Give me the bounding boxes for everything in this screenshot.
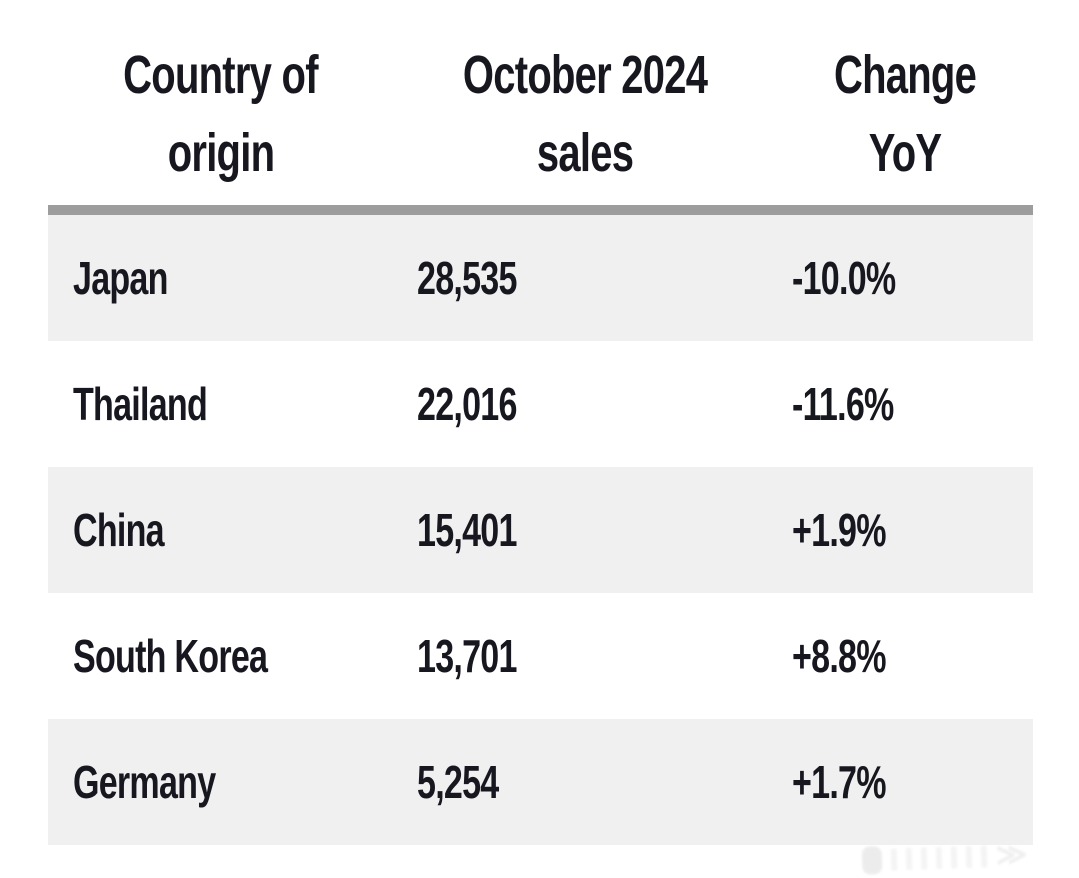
table-row-japan: Japan 28,535 -10.0% — [48, 215, 1033, 341]
cell-change: -10.0% — [792, 252, 896, 304]
cell-sales: 22,016 — [417, 378, 517, 430]
column-header-change-line1: Change — [834, 45, 977, 105]
cell-sales: 15,401 — [417, 504, 517, 556]
cell-country: Thailand — [73, 378, 208, 430]
column-header-country: Country of origin — [48, 36, 393, 192]
table-row-china: China 15,401 +1.9% — [48, 467, 1033, 593]
table-row-south-korea: South Korea 13,701 +8.8% — [48, 593, 1033, 719]
cell-sales: 28,535 — [417, 252, 517, 304]
column-header-sales-line1: October 2024 — [463, 45, 708, 105]
cell-country: South Korea — [73, 630, 268, 682]
watermark: ≫ — [861, 832, 1074, 878]
cell-change: +1.9% — [792, 504, 887, 556]
watermark-logo-icon — [861, 846, 883, 875]
cell-change: +8.8% — [792, 630, 887, 682]
cell-country: Japan — [73, 252, 168, 304]
table-row-thailand: Thailand 22,016 -11.6% — [48, 341, 1033, 467]
watermark-chevron-icon: ≫ — [995, 837, 1028, 873]
cell-sales: 5,254 — [417, 756, 499, 808]
cell-change: -11.6% — [792, 378, 894, 430]
cell-change: +1.7% — [792, 756, 887, 808]
table-row-germany: Germany 5,254 +1.7% — [48, 719, 1033, 845]
column-header-sales: October 2024 sales — [393, 36, 778, 192]
column-header-change: Change YoY — [778, 36, 1033, 192]
column-header-country-line2: origin — [167, 123, 274, 183]
cell-sales: 13,701 — [417, 630, 517, 682]
sales-table: Country of origin October 2024 sales Cha… — [48, 0, 1033, 878]
header-divider-bar — [48, 205, 1033, 215]
column-header-sales-line2: sales — [537, 123, 634, 183]
cell-country: Germany — [73, 756, 216, 808]
column-header-country-line1: Country of — [123, 45, 318, 105]
column-header-change-line2: YoY — [869, 123, 942, 183]
table-body: Japan 28,535 -10.0% Thailand 22,016 -11.… — [48, 215, 1033, 845]
cell-country: China — [73, 504, 165, 556]
